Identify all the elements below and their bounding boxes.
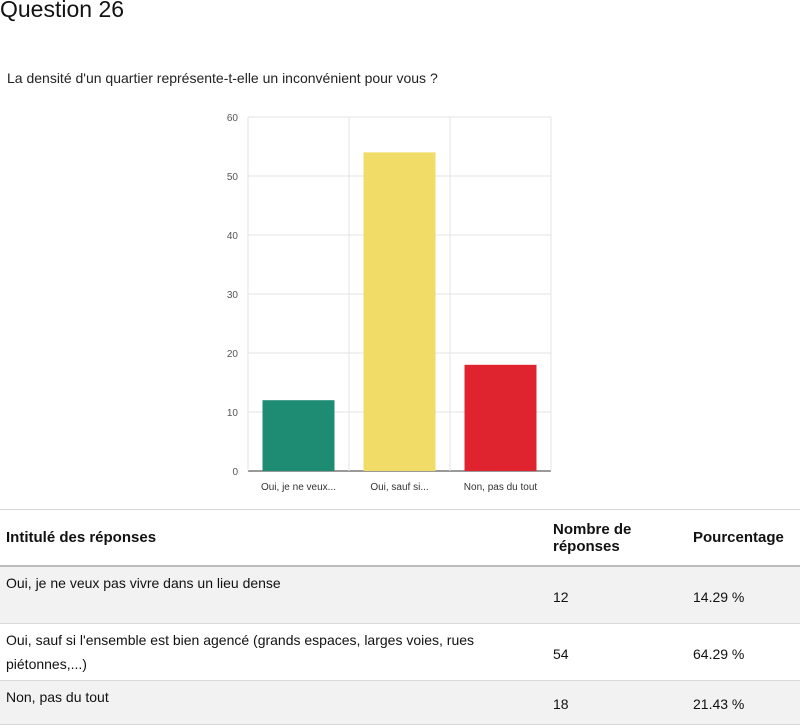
- row-label: Non, pas du tout: [0, 680, 547, 725]
- table-header-row: Intitulé des réponses Nombre de réponses…: [0, 509, 800, 567]
- table-row: Oui, je ne veux pas vivre dans un lieu d…: [0, 566, 800, 624]
- bar: [262, 400, 335, 471]
- y-tick-label: 50: [227, 172, 239, 183]
- row-count: 12: [547, 566, 687, 624]
- y-tick-label: 30: [227, 290, 239, 301]
- y-tick-label: 10: [227, 408, 239, 419]
- y-tick-label: 40: [227, 231, 239, 242]
- header-count: Nombre de réponses: [547, 509, 687, 567]
- bar: [363, 152, 436, 471]
- x-tick-label: Non, pas du tout: [464, 482, 538, 493]
- bar-chart: 0 10 20 30 40 50 60 Oui, je ne veux... Oui, sauf…: [227, 113, 552, 493]
- question-text: La densité d'un quartier représente-t-el…: [7, 70, 438, 86]
- header-percent: Pourcentage: [687, 509, 800, 567]
- bar: [464, 364, 537, 471]
- row-count: 54: [547, 623, 687, 681]
- row-label: Oui, je ne veux pas vivre dans un lieu d…: [0, 566, 547, 624]
- y-tick-label: 0: [232, 467, 238, 478]
- x-tick-label: Oui, je ne veux...: [261, 482, 336, 493]
- y-tick-label: 60: [227, 113, 239, 124]
- table-row: Oui, sauf si l'ensemble est bien agencé …: [0, 623, 800, 681]
- table-row: Non, pas du tout 18 21.43 %: [0, 680, 800, 725]
- row-label: Oui, sauf si l'ensemble est bien agencé …: [0, 623, 547, 681]
- y-tick-label: 20: [227, 349, 239, 360]
- row-percent: 21.43 %: [687, 680, 800, 725]
- row-count: 18: [547, 680, 687, 725]
- row-percent: 64.29 %: [687, 623, 800, 681]
- results-table: Intitulé des réponses Nombre de réponses…: [0, 509, 800, 725]
- x-tick-label: Oui, sauf si...: [370, 482, 428, 493]
- header-label: Intitulé des réponses: [0, 509, 547, 567]
- page-title: Question 26: [0, 0, 125, 22]
- row-percent: 14.29 %: [687, 566, 800, 624]
